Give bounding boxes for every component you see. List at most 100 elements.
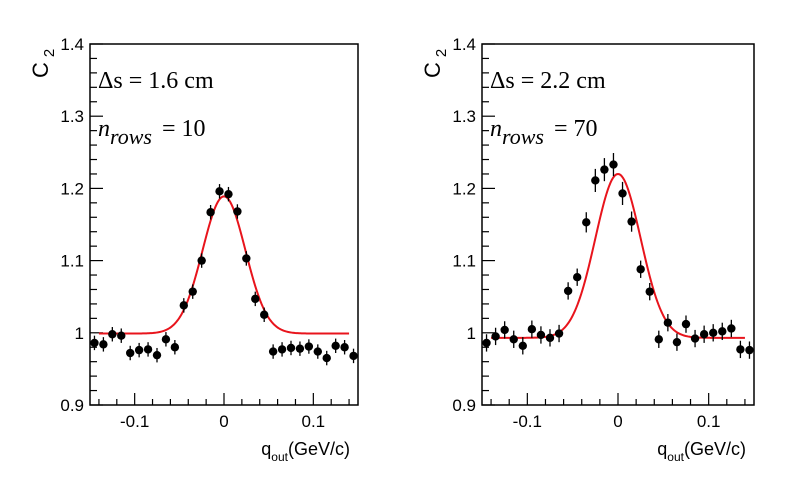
data-point (304, 342, 314, 351)
data-point (251, 294, 260, 304)
y-tick-label: 1 (75, 324, 84, 343)
annotation-n-rows: nrows = 10 (98, 116, 206, 149)
data-point (161, 335, 171, 344)
data-point (627, 217, 636, 226)
annotation-n-sub: rows (110, 124, 152, 149)
data-point (600, 165, 609, 174)
y-tick-label: 0.9 (452, 396, 476, 415)
y-axis-title-main: C (28, 62, 53, 78)
x-axis-title: qout(GeV/c) (261, 439, 350, 464)
y-tick-label: 1.4 (60, 35, 84, 54)
x-axis-title-main: q (261, 439, 271, 459)
data-point (206, 208, 215, 217)
data-point (654, 335, 663, 344)
x-tick-label: -0.1 (120, 412, 149, 431)
data-point (500, 325, 509, 335)
x-tick-label: 0 (219, 412, 228, 431)
data-point (563, 286, 573, 296)
data-point (582, 218, 591, 227)
data-point (143, 345, 153, 354)
annotation-delta-s: Δs = 1.6 cm (98, 68, 214, 94)
data-point (233, 207, 242, 216)
y-tick-label: 1 (467, 324, 476, 343)
x-tick-label: 0 (613, 412, 622, 431)
data-point (545, 333, 555, 343)
data-point (736, 345, 745, 354)
data-point (152, 350, 162, 360)
y-tick-label: 0.9 (60, 396, 84, 415)
chart-panel-2: 0.911.11.21.31.4-0.1 0 0.1C2qout(GeV/c)Δs … (420, 35, 755, 464)
data-point (709, 328, 718, 337)
data-point (99, 340, 108, 349)
data-point (260, 310, 269, 319)
data-point (349, 351, 358, 361)
data-point (126, 348, 135, 358)
data-point (322, 353, 331, 363)
data-point (313, 347, 322, 356)
x-tick-label: -0.1 (513, 412, 542, 431)
data-point (215, 187, 224, 196)
data-point (727, 324, 736, 333)
data-point (699, 330, 709, 339)
y-axis-title-sub: 2 (433, 49, 450, 57)
data-point (509, 335, 518, 344)
data-point (197, 256, 206, 265)
data-point (618, 189, 627, 198)
data-point (718, 327, 727, 336)
data-point (340, 343, 349, 352)
y-tick-label: 1.1 (60, 252, 84, 271)
y-axis-title: C2 (420, 49, 450, 78)
y-axis-title-main: C (420, 62, 445, 78)
data-point (690, 334, 700, 343)
data-point (117, 331, 126, 340)
data-point (90, 338, 99, 348)
data-point (663, 318, 673, 327)
y-tick-label: 1.3 (60, 107, 84, 126)
data-point (482, 338, 491, 348)
annotation-n-rows: nrows = 70 (490, 116, 598, 149)
data-point (331, 341, 340, 350)
y-tick-label: 1.1 (452, 252, 476, 271)
data-point (591, 176, 600, 185)
annotation-n-value: = 70 (554, 116, 598, 142)
y-tick-label: 1.3 (452, 107, 476, 126)
x-axis-title-main: q (657, 439, 667, 459)
data-point (745, 345, 754, 355)
x-axis-title-unit: (GeV/c) (684, 439, 746, 459)
data-point (645, 287, 654, 296)
x-tick-label: 0.1 (302, 412, 326, 431)
annotation-n-sub: rows (502, 124, 544, 149)
data-point (527, 324, 537, 334)
annotation-n-main: n (98, 116, 110, 142)
data-point (636, 265, 645, 274)
data-point (536, 330, 546, 340)
annotation-delta-s: Δs = 2.2 cm (490, 68, 606, 94)
fit-curve (491, 172, 745, 339)
annotation-n-value: = 10 (162, 116, 206, 142)
x-tick-label: 0.1 (697, 412, 721, 431)
x-axis-title-sub: out (667, 450, 684, 464)
chart-panel-1: 0.9 1 1.1 1.2 1.3 1.4 -0.1 0 0.1 C2 qout(GeV/c) Δs … (28, 35, 359, 464)
data-point (491, 332, 500, 341)
data-point (295, 344, 305, 353)
fit-curve (98, 195, 350, 335)
data-point (268, 347, 278, 356)
data-point (170, 343, 180, 352)
data-point (681, 319, 691, 329)
data-point (224, 189, 233, 199)
data-point (286, 343, 296, 353)
x-axis-title-unit: (GeV/c) (288, 439, 350, 459)
data-point (242, 254, 251, 263)
y-tick-label: 1.4 (452, 35, 476, 54)
y-tick-label: 1.2 (60, 179, 84, 198)
y-axis-title: C2 (28, 49, 58, 78)
data-point (672, 337, 682, 347)
y-tick-label: 1.2 (452, 179, 476, 198)
data-point (518, 341, 527, 350)
data-point (179, 301, 188, 310)
data-point (554, 329, 564, 338)
annotation-n-main: n (490, 116, 502, 142)
data-point (134, 345, 144, 355)
data-point (188, 287, 197, 296)
